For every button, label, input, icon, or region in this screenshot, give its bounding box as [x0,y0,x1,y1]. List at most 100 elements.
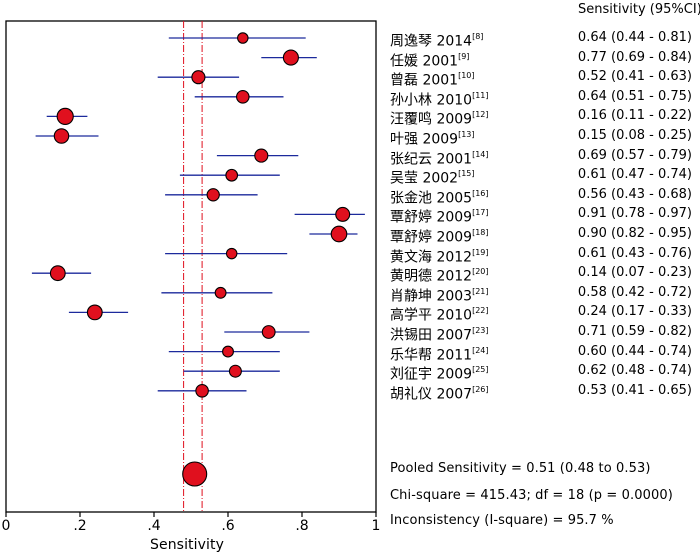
study-ci-text: 0.77 (0.69 - 0.84) [577,49,692,65]
study-label: 覃舒婷 2009[17] [390,206,489,226]
study-point [195,384,209,398]
study-ci-text: 0.16 (0.11 - 0.22) [577,108,692,124]
study-name: 曾磊 2001 [390,72,459,89]
study-ref: [22] [472,306,489,316]
pooled-sensitivity-text: Pooled Sensitivity = 0.51 (0.48 to 0.53) [390,461,651,476]
study-ci-text: 0.56 (0.43 - 0.68) [577,186,692,202]
study-ref: [12] [472,110,489,120]
study-ref: [8] [472,32,484,41]
x-tick-label: .4 [147,518,160,534]
study-name: 黄明德 2012 [390,268,473,285]
study-point [330,225,348,243]
study-ref: [24] [472,345,489,355]
study-ci-text: 0.61 (0.47 - 0.74) [577,167,692,183]
study-name: 乐华帮 2011 [390,347,473,364]
study-name: 胡礼仪 2007 [390,386,473,403]
study-ci-text: 0.53 (0.41 - 0.65) [577,382,692,398]
study-name: 刘征宇 2009 [390,366,473,383]
x-axis-label: Sensitivity [150,537,224,553]
study-label: 洪锡田 2007[23] [390,324,489,344]
study-ref: [26] [472,384,489,394]
study-ref: [9] [458,51,470,61]
study-ref: [20] [472,267,489,277]
x-tick-label: 0 [2,518,11,534]
study-ci-text: 0.64 (0.44 - 0.81) [577,30,692,45]
study-ref: [17] [472,208,489,218]
inconsistency-text: Inconsistency (I-square) = 95.7 % [390,513,614,528]
study-name: 周逸琴 2014 [390,33,473,50]
study-point [86,304,103,321]
chi-square-text: Chi-square = 415.43; df = 18 (p = 0.0000… [390,488,673,503]
study-point [261,325,276,339]
study-ref: [18] [472,228,489,237]
study-ci-text: 0.91 (0.78 - 0.97) [577,206,692,222]
study-label: 乐华帮 2011[24] [390,344,489,364]
study-ref: [16] [472,188,489,198]
study-ci-text: 0.71 (0.59 - 0.82) [577,324,692,339]
study-label: 张金池 2005[16] [390,187,489,207]
study-point [206,188,220,202]
study-ref: [14] [472,149,489,159]
study-ci-text: 0.64 (0.51 - 0.75) [577,88,692,104]
study-point [53,128,70,144]
x-tick-label: 1 [372,518,381,534]
study-name: 孙小林 2010 [390,92,473,109]
study-name: 覃舒婷 2009 [390,229,473,246]
study-point [222,345,234,358]
study-label: 覃舒婷 2009[18] [390,226,489,246]
study-ci-text: 0.61 (0.43 - 0.76) [577,245,692,261]
study-ref: [23] [472,326,489,335]
study-name: 吴莹 2002 [390,170,459,187]
study-label: 黄明德 2012[20] [390,265,489,285]
study-ci-text: 0.90 (0.82 - 0.95) [577,226,692,241]
study-ref: [10] [458,71,475,81]
study-point [56,107,74,126]
study-name: 高学平 2010 [390,308,473,325]
study-label: 汪覆鸣 2009[12] [390,108,489,128]
study-name: 任媛 2001 [390,53,459,70]
study-point [282,49,299,66]
study-label: 肖静坤 2003[21] [390,285,489,305]
ci-column-header: Sensitivity (95%CI) [578,2,700,17]
study-point [254,148,269,163]
study-ref: [19] [472,247,489,257]
study-ci-text: 0.60 (0.44 - 0.74) [577,343,692,359]
study-point [228,364,242,378]
study-ci-text: 0.62 (0.48 - 0.74) [577,363,692,379]
study-label: 高学平 2010[22] [390,304,489,324]
study-point [236,90,250,104]
study-label: 黄文海 2012[19] [390,246,489,266]
study-point [237,32,249,44]
study-name: 肖静坤 2003 [390,288,473,305]
study-label: 孙小林 2010[11] [390,89,489,109]
study-ci-text: 0.15 (0.08 - 0.25) [577,128,692,143]
study-label: 叶强 2009[13] [390,128,475,148]
study-name: 黄文海 2012 [390,249,473,266]
study-name: 覃舒婷 2009 [390,210,473,227]
plot-frame [5,20,377,513]
study-ref: [11] [472,90,489,100]
study-point [214,286,227,299]
study-name: 汪覆鸣 2009 [390,112,473,129]
study-ci-text: 0.69 (0.57 - 0.79) [577,147,692,163]
study-ref: [21] [472,286,489,296]
study-ci-text: 0.24 (0.17 - 0.33) [577,304,692,320]
study-label: 曾磊 2001[10] [390,69,475,89]
study-label: 胡礼仪 2007[26] [390,383,489,403]
study-label: 张纪云 2001[14] [390,148,489,168]
study-ref: [13] [458,130,475,139]
x-tick-label: .8 [295,518,308,534]
study-point [191,70,206,85]
study-point [49,265,66,282]
study-label: 刘征宇 2009[25] [390,363,489,383]
study-ci-text: 0.14 (0.07 - 0.23) [577,265,692,281]
x-tick-label: .6 [221,518,234,534]
study-name: 张纪云 2001 [390,151,473,168]
study-label: 周逸琴 2014[8] [390,30,483,50]
study-label: 吴莹 2002[15] [390,167,475,187]
study-point [225,168,239,182]
study-name: 叶强 2009 [390,131,459,148]
study-label: 任媛 2001[9] [390,50,469,70]
study-name: 张金池 2005 [390,190,473,207]
